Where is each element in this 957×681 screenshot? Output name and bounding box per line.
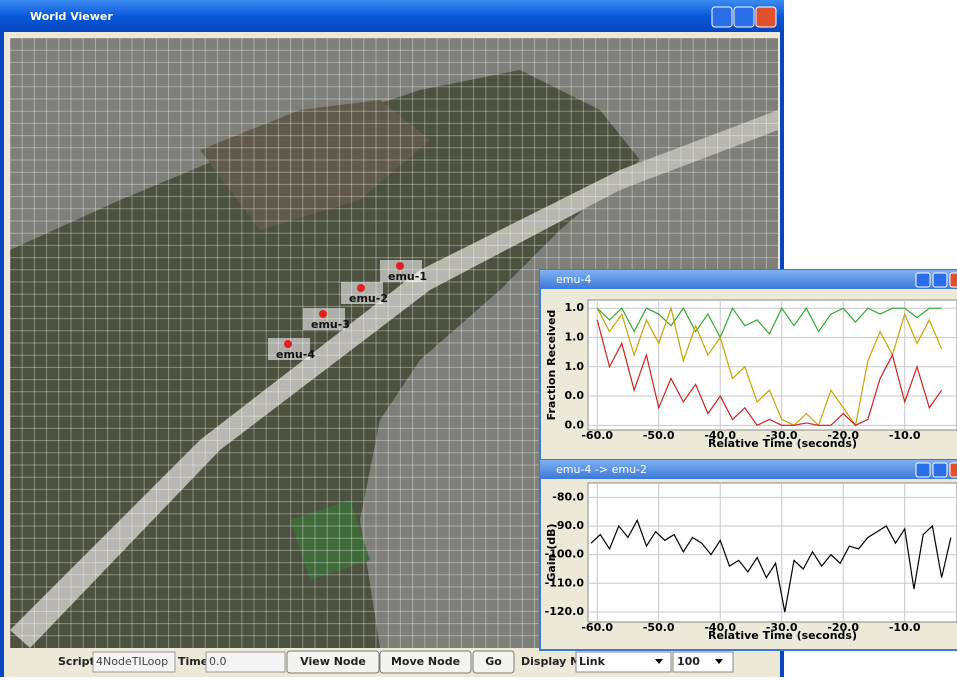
time-value: 0.0	[209, 655, 227, 668]
screen: World Viewer emu-1emu-2emu-3emu-4 Script…	[0, 0, 957, 677]
close-button[interactable]	[756, 7, 776, 27]
x-tick-label: -50.0	[643, 429, 675, 442]
window-button[interactable]	[950, 273, 957, 287]
button-label: Move Node	[391, 655, 460, 668]
y-axis-label: Fraction Received	[545, 310, 558, 421]
zoom-value: 100	[677, 655, 700, 668]
x-tick-label: -50.0	[643, 621, 675, 634]
x-tick-label: -60.0	[581, 621, 613, 634]
node-marker[interactable]	[357, 284, 365, 292]
window-button[interactable]	[933, 463, 947, 477]
chart-title-bar	[540, 270, 957, 289]
y-tick-label: -80.0	[552, 490, 584, 503]
node-marker[interactable]	[396, 262, 404, 270]
display-mode-value: Link	[579, 655, 606, 668]
node-label: emu-2	[349, 292, 388, 305]
minimize-button[interactable]	[712, 7, 732, 27]
y-axis-label: Gain (dB)	[545, 523, 558, 581]
button-group: View Node Move Node Go	[287, 651, 514, 673]
node-marker[interactable]	[319, 310, 327, 318]
x-tick-label: -10.0	[889, 621, 921, 634]
maximize-button[interactable]	[734, 7, 754, 27]
window-button[interactable]	[950, 463, 957, 477]
y-tick-label: 1.0	[565, 330, 585, 343]
window-button[interactable]	[916, 463, 930, 477]
window-title: World Viewer	[30, 10, 113, 23]
x-axis-label: Relative Time (seconds)	[708, 437, 857, 450]
node-label: emu-3	[311, 318, 350, 331]
plot-area	[588, 483, 957, 622]
y-tick-label: 1.0	[565, 360, 585, 373]
y-tick-label: 0.0	[565, 389, 585, 402]
node-label: emu-1	[388, 270, 427, 283]
x-axis-label: Relative Time (seconds)	[708, 629, 857, 642]
node-marker[interactable]	[284, 340, 292, 348]
button-label: Go	[485, 655, 502, 668]
x-tick-label: -60.0	[581, 429, 613, 442]
chart-windows: emu-41.01.01.00.00.0-60.0-50.0-40.0-30.0…	[540, 270, 957, 650]
title-bar	[0, 0, 784, 32]
window-button[interactable]	[933, 273, 947, 287]
button-label: View Node	[300, 655, 366, 668]
node-label: emu-4	[276, 348, 315, 361]
window-button[interactable]	[916, 273, 930, 287]
chart-window-title: emu-4 -> emu-2	[556, 463, 647, 476]
y-tick-label: -120.0	[545, 605, 585, 618]
chart-window-title: emu-4	[556, 273, 591, 286]
y-tick-label: 1.0	[565, 301, 585, 314]
script-value: 4NodeTILoop	[96, 655, 168, 668]
x-tick-label: -10.0	[889, 429, 921, 442]
page: World Viewer emu-1emu-2emu-3emu-4 Script…	[0, 0, 957, 677]
